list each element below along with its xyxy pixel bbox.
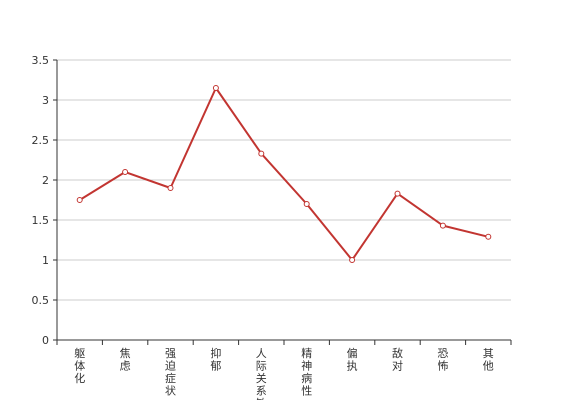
data-point[interactable] — [76, 197, 83, 203]
x-tick-label-char: 化 — [74, 371, 85, 385]
x-axis-tick-labels: 躯体化 焦虑 强迫症状 抑郁 人际关系敏感 精神病性 偏执 敌对 恐怖 其他 — [74, 346, 494, 404]
data-point[interactable] — [303, 201, 310, 207]
x-tick-label: 躯体化 — [74, 347, 85, 385]
axes — [53, 59, 512, 345]
y-tick-label: 0.5 — [32, 294, 50, 307]
x-tick-label-char: 状 — [165, 384, 176, 398]
x-tick-label-char: 神 — [301, 359, 312, 373]
x-tick-label: 精神病性 — [301, 347, 312, 398]
data-point[interactable] — [394, 190, 401, 197]
x-tick-label-char: 郁 — [210, 359, 221, 373]
x-tick-label-char: 抑 — [210, 346, 221, 360]
y-tick-label: 1 — [42, 254, 49, 267]
x-tick-label-char: 虑 — [120, 360, 131, 373]
x-tick-label-char: 症 — [165, 371, 176, 385]
x-tick-label: 偏执 — [347, 346, 358, 373]
x-tick-label-char: 恐 — [437, 347, 448, 360]
y-tick-label: 3 — [42, 94, 49, 107]
series-layer — [76, 85, 492, 263]
y-tick-label: 0 — [42, 334, 49, 347]
x-tick-label-char: 关 — [256, 371, 267, 385]
x-tick-label-char: 怖 — [437, 359, 448, 373]
data-point[interactable] — [258, 150, 265, 157]
x-tick-label-char: 体 — [74, 359, 85, 373]
x-tick-label-char: 敏 — [256, 396, 267, 400]
x-tick-label-char: 他 — [483, 360, 494, 373]
data-point[interactable] — [122, 169, 129, 175]
x-tick-label: 敌对 — [392, 346, 403, 373]
data-point[interactable] — [349, 257, 356, 263]
x-tick-label-char: 系 — [256, 385, 267, 398]
x-tick-label-char: 敌 — [392, 346, 403, 360]
x-tick-label-char: 迫 — [165, 359, 176, 373]
x-tick-label-char: 病 — [301, 371, 312, 385]
x-tick-label-char: 偏 — [347, 346, 358, 360]
data-point[interactable] — [439, 222, 446, 229]
x-tick-label: 人际关系敏感 — [256, 347, 267, 400]
x-tick-label-char: 执 — [347, 359, 358, 373]
y-tick-label: 2.5 — [32, 134, 50, 147]
x-tick-label-char: 焦 — [120, 347, 131, 360]
x-tick-label: 其他 — [483, 347, 494, 373]
x-tick-label-char: 性 — [301, 384, 312, 398]
x-tick-label: 强迫症状 — [165, 347, 176, 398]
x-tick-label-char: 躯 — [74, 347, 85, 360]
x-tick-label: 恐怖 — [437, 347, 448, 373]
x-tick-label-char: 人 — [256, 347, 267, 360]
x-tick-label: 抑郁 — [210, 346, 221, 373]
series-line — [79, 87, 489, 261]
x-tick-label: 焦虑 — [120, 347, 131, 373]
x-tick-label-char: 其 — [483, 347, 494, 360]
data-point[interactable] — [485, 233, 492, 240]
x-tick-label-char: 强 — [165, 347, 176, 360]
x-tick-label-char: 精 — [301, 347, 312, 360]
y-tick-label: 1.5 — [32, 214, 50, 227]
x-tick-label-char: 际 — [256, 360, 267, 373]
data-point[interactable] — [167, 185, 174, 191]
data-point[interactable] — [212, 85, 219, 91]
y-tick-label: 2 — [42, 174, 49, 187]
grid-lines — [57, 59, 511, 301]
y-axis-tick-labels: 0 0.5 1 1.5 2 2.5 3 3.5 — [32, 54, 50, 347]
x-tick-label-char: 对 — [392, 359, 403, 373]
y-tick-label: 3.5 — [32, 54, 50, 67]
